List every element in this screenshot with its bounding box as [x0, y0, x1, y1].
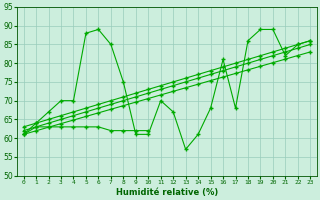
X-axis label: Humidité relative (%): Humidité relative (%) [116, 188, 218, 197]
